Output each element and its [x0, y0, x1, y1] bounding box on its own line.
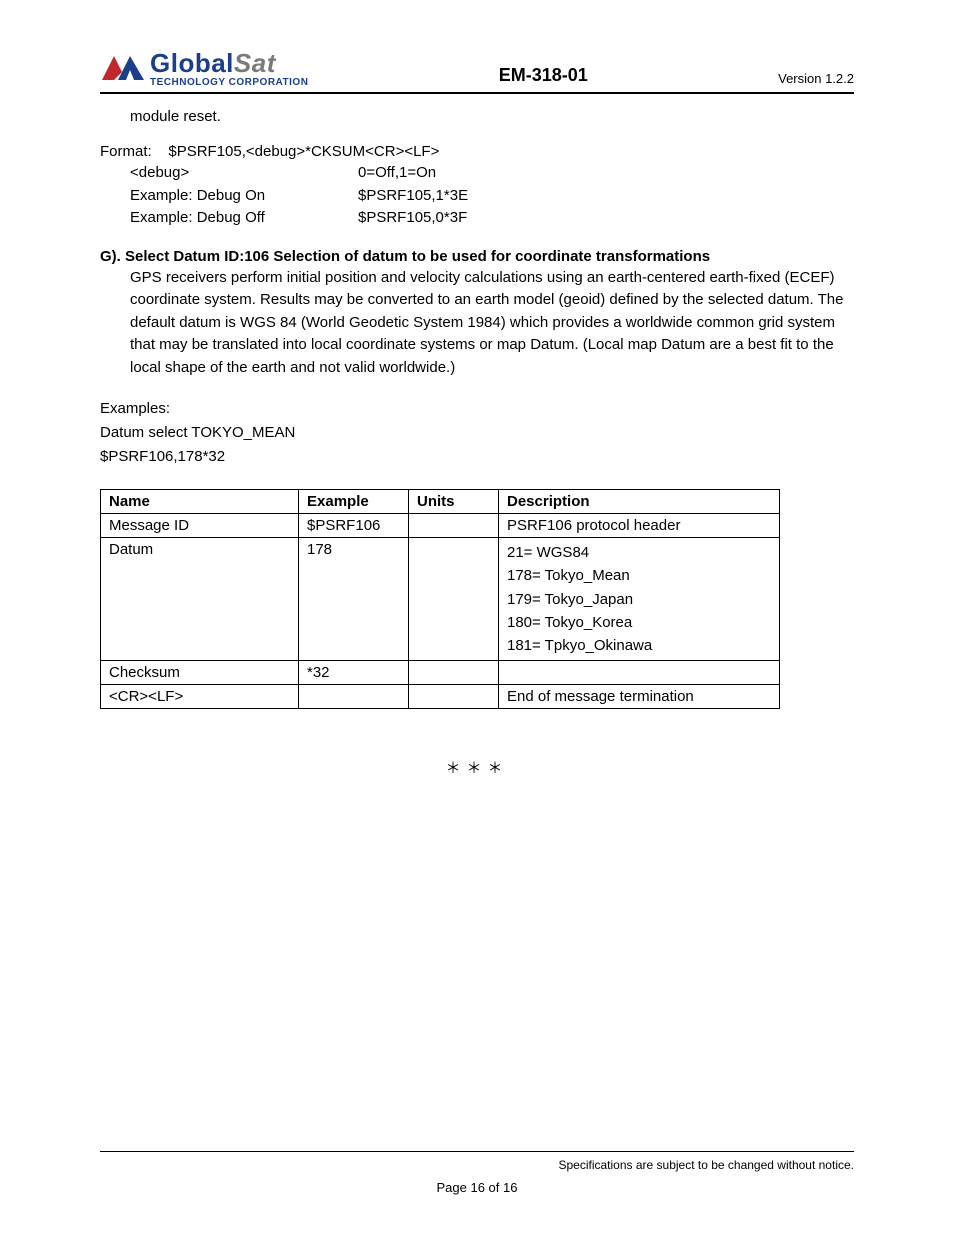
table-header-cell: Name — [101, 490, 299, 514]
logo-subtitle: TECHNOLOGY CORPORATION — [150, 78, 308, 88]
footer-note: Specifications are subject to be changed… — [558, 1158, 854, 1172]
page: GlobalSat TECHNOLOGY CORPORATION EM-318-… — [0, 0, 954, 1235]
table-cell: 21= WGS84178= Tokyo_Mean179= Tokyo_Japan… — [499, 538, 780, 661]
page-header: GlobalSat TECHNOLOGY CORPORATION EM-318-… — [100, 50, 854, 94]
table-cell — [409, 661, 499, 685]
examples-block: Examples: Datum select TOKYO_MEAN $PSRF1… — [100, 397, 854, 469]
intro-fragment: module reset. — [100, 108, 854, 125]
logo-row: GlobalSat TECHNOLOGY CORPORATION — [100, 50, 308, 88]
examples-label: Examples: — [100, 397, 854, 421]
table-row: Checksum *32 — [101, 661, 780, 685]
footer-rule — [100, 1151, 854, 1152]
header-version: Version 1.2.2 — [778, 71, 854, 88]
globalsat-logo-icon — [100, 50, 146, 88]
format-rows: <debug> 0=Off,1=On Example: Debug On $PS… — [100, 162, 854, 230]
datum-table: Name Example Units Description Message I… — [100, 489, 780, 709]
table-cell: <CR><LF> — [101, 685, 299, 709]
table-cell: 178 — [299, 538, 409, 661]
header-title: EM-318-01 — [308, 65, 778, 88]
format-row-right: $PSRF105,1*3E — [358, 185, 854, 208]
format-value: $PSRF105,<debug>*CKSUM<CR><LF> — [168, 143, 439, 160]
examples-line1: Datum select TOKYO_MEAN — [100, 421, 854, 445]
table-row: <CR><LF> End of message termination — [101, 685, 780, 709]
section-g-paragraph: GPS receivers perform initial position a… — [100, 267, 854, 380]
section-g-heading: G). Select Datum ID:106 Selection of dat… — [100, 248, 854, 265]
format-row-left: Example: Debug On — [130, 185, 358, 208]
table-cell — [409, 514, 499, 538]
end-mark: ＊＊＊ — [100, 757, 854, 778]
table-header-row: Name Example Units Description — [101, 490, 780, 514]
table-cell: *32 — [299, 661, 409, 685]
footer-page: Page 16 of 16 — [100, 1168, 854, 1195]
table-header-cell: Example — [299, 490, 409, 514]
table-row: Message ID $PSRF106 PSRF106 protocol hea… — [101, 514, 780, 538]
format-row-left: Example: Debug Off — [130, 207, 358, 230]
page-footer: Specifications are subject to be changed… — [100, 1151, 854, 1195]
table-cell: Datum — [101, 538, 299, 661]
logo-name-main: Global — [150, 48, 234, 78]
format-row-left: <debug> — [130, 162, 358, 185]
format-label: Format: — [100, 143, 152, 160]
table-cell — [299, 685, 409, 709]
examples-line2: $PSRF106,178*32 — [100, 445, 854, 469]
table-cell — [409, 685, 499, 709]
table-header-cell: Description — [499, 490, 780, 514]
table-cell: $PSRF106 — [299, 514, 409, 538]
table-cell: End of message termination — [499, 685, 780, 709]
table-cell: Checksum — [101, 661, 299, 685]
format-row-right: 0=Off,1=On — [358, 162, 854, 185]
table-cell — [409, 538, 499, 661]
table-header-cell: Units — [409, 490, 499, 514]
format-block: Format: $PSRF105,<debug>*CKSUM<CR><LF> <… — [100, 143, 854, 230]
logo-text: GlobalSat TECHNOLOGY CORPORATION — [150, 50, 308, 88]
table-cell — [499, 661, 780, 685]
logo-block: GlobalSat TECHNOLOGY CORPORATION — [100, 50, 308, 88]
format-line: Format: $PSRF105,<debug>*CKSUM<CR><LF> — [100, 143, 854, 160]
logo-name: GlobalSat — [150, 50, 308, 76]
table-cell: PSRF106 protocol header — [499, 514, 780, 538]
format-row-right: $PSRF105,0*3F — [358, 207, 854, 230]
logo-name-italic: Sat — [234, 48, 276, 78]
table-row: Datum 178 21= WGS84178= Tokyo_Mean179= T… — [101, 538, 780, 661]
table-cell: Message ID — [101, 514, 299, 538]
